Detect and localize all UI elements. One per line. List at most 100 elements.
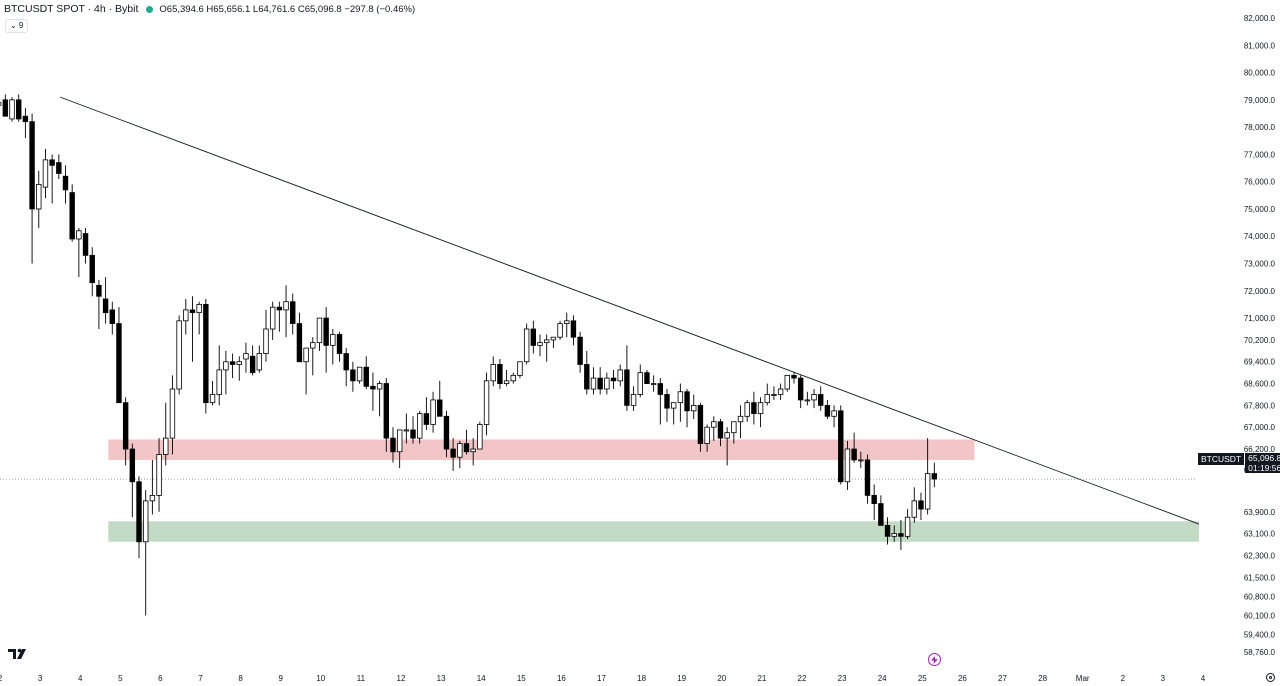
- candle: [356, 366, 363, 384]
- candle: [898, 519, 904, 550]
- candle: [129, 443, 136, 518]
- candle: [176, 315, 182, 395]
- candle-body: [76, 230, 82, 240]
- candle-body: [510, 374, 516, 382]
- candle-body: [844, 448, 851, 483]
- candle-body: [343, 353, 349, 371]
- candle: [29, 113, 35, 264]
- time-tick-label: Mar: [1076, 674, 1090, 683]
- candle: [697, 402, 704, 452]
- candle: [784, 374, 790, 392]
- candle-body: [490, 364, 496, 382]
- candle-body: [891, 533, 897, 537]
- price-tick-label: 61,500.0: [1244, 573, 1276, 582]
- candle: [771, 386, 777, 400]
- candle: [731, 421, 737, 444]
- candle: [711, 416, 717, 441]
- tradingview-logo-icon[interactable]: [8, 647, 30, 661]
- candle: [564, 312, 570, 338]
- candle: [316, 317, 323, 351]
- candle-body: [62, 175, 69, 191]
- candle-body: [724, 432, 730, 439]
- candle-body: [116, 323, 122, 404]
- symbol-label[interactable]: BTCUSDT SPOT · 4h · Bybit: [4, 3, 139, 15]
- candle: [691, 394, 697, 420]
- candle: [169, 375, 176, 455]
- candle-body: [2, 99, 9, 117]
- candle-body: [336, 334, 343, 354]
- candle-body: [16, 99, 22, 120]
- candle: [684, 389, 690, 428]
- time-tick-label: 2: [0, 674, 3, 683]
- candle: [196, 301, 202, 335]
- candle-body: [189, 309, 196, 314]
- candle-body: [503, 380, 510, 384]
- candle: [223, 350, 229, 395]
- open-value: 65,394.6: [166, 3, 204, 15]
- candle: [878, 495, 884, 526]
- candle-body: [423, 413, 430, 425]
- price-tick-label: 58,760.0: [1244, 648, 1276, 657]
- candle: [76, 228, 82, 278]
- time-tick-label: 4: [1201, 674, 1206, 683]
- candle: [664, 389, 670, 422]
- candle-body: [323, 317, 329, 346]
- candle: [269, 301, 276, 340]
- candle-body: [463, 443, 470, 453]
- time-tick-label: 5: [118, 674, 123, 683]
- price-tick-label: 69,400.0: [1244, 358, 1276, 367]
- candle-body: [657, 383, 664, 395]
- price-tick-label: 79,000.0: [1244, 96, 1276, 105]
- candle-body: [102, 298, 109, 314]
- candle-body: [517, 361, 523, 376]
- time-tick-label: 9: [278, 674, 283, 683]
- candle: [390, 427, 396, 463]
- candle: [791, 372, 797, 384]
- candle-body: [684, 391, 690, 412]
- candle: [657, 378, 664, 425]
- candle: [2, 94, 9, 117]
- candle-body: [704, 426, 710, 444]
- candle-body: [183, 309, 189, 322]
- chart-legend: BTCUSDT SPOT · 4h · Bybit O65,394.6 H65,…: [4, 3, 415, 15]
- price-tick-label: 76,000.0: [1244, 178, 1276, 187]
- candle-body: [771, 394, 777, 396]
- market-status-icon: [146, 5, 154, 13]
- candle-body: [396, 429, 403, 453]
- candle-body: [664, 394, 670, 409]
- candle-body: [751, 402, 757, 414]
- candle: [403, 413, 410, 444]
- candle-body: [109, 309, 115, 324]
- time-tick-label: 27: [998, 674, 1007, 683]
- candle-body: [256, 353, 263, 371]
- candle-body: [597, 377, 603, 390]
- candle: [824, 399, 831, 420]
- candle: [724, 427, 730, 466]
- candle: [276, 301, 283, 332]
- candle-body: [410, 429, 416, 439]
- price-axis[interactable]: 82,000.0 81,000.0 80,000.0 79,000.0 78,000.0…: [1244, 14, 1276, 657]
- candle-body: [584, 364, 590, 390]
- lightning-icon[interactable]: [928, 653, 941, 666]
- candle: [183, 298, 189, 335]
- candle: [871, 484, 877, 520]
- candle: [577, 331, 583, 373]
- candle: [417, 410, 423, 444]
- candle-body: [236, 361, 242, 365]
- candle: [610, 369, 617, 390]
- ohlc-values: O65,394.6 H65,656.1 L64,761.6 C65,096.8 …: [159, 3, 416, 15]
- candle-body: [824, 404, 831, 417]
- candle-body: [417, 413, 423, 439]
- candle: [236, 356, 242, 381]
- candle: [858, 451, 864, 469]
- price-tick-label: 75,000.0: [1244, 205, 1276, 214]
- candle-body: [557, 323, 563, 338]
- candle-body: [537, 342, 543, 346]
- price-tick-label: 63,900.0: [1244, 508, 1276, 517]
- time-axis[interactable]: 2345678910111213141516171819202122232425…: [0, 674, 1206, 683]
- indicator-toggle[interactable]: ⌄ 9: [5, 19, 29, 33]
- gear-icon[interactable]: [1266, 673, 1275, 682]
- candle-body: [483, 380, 490, 425]
- bar-countdown: 01:19:56: [1248, 463, 1280, 473]
